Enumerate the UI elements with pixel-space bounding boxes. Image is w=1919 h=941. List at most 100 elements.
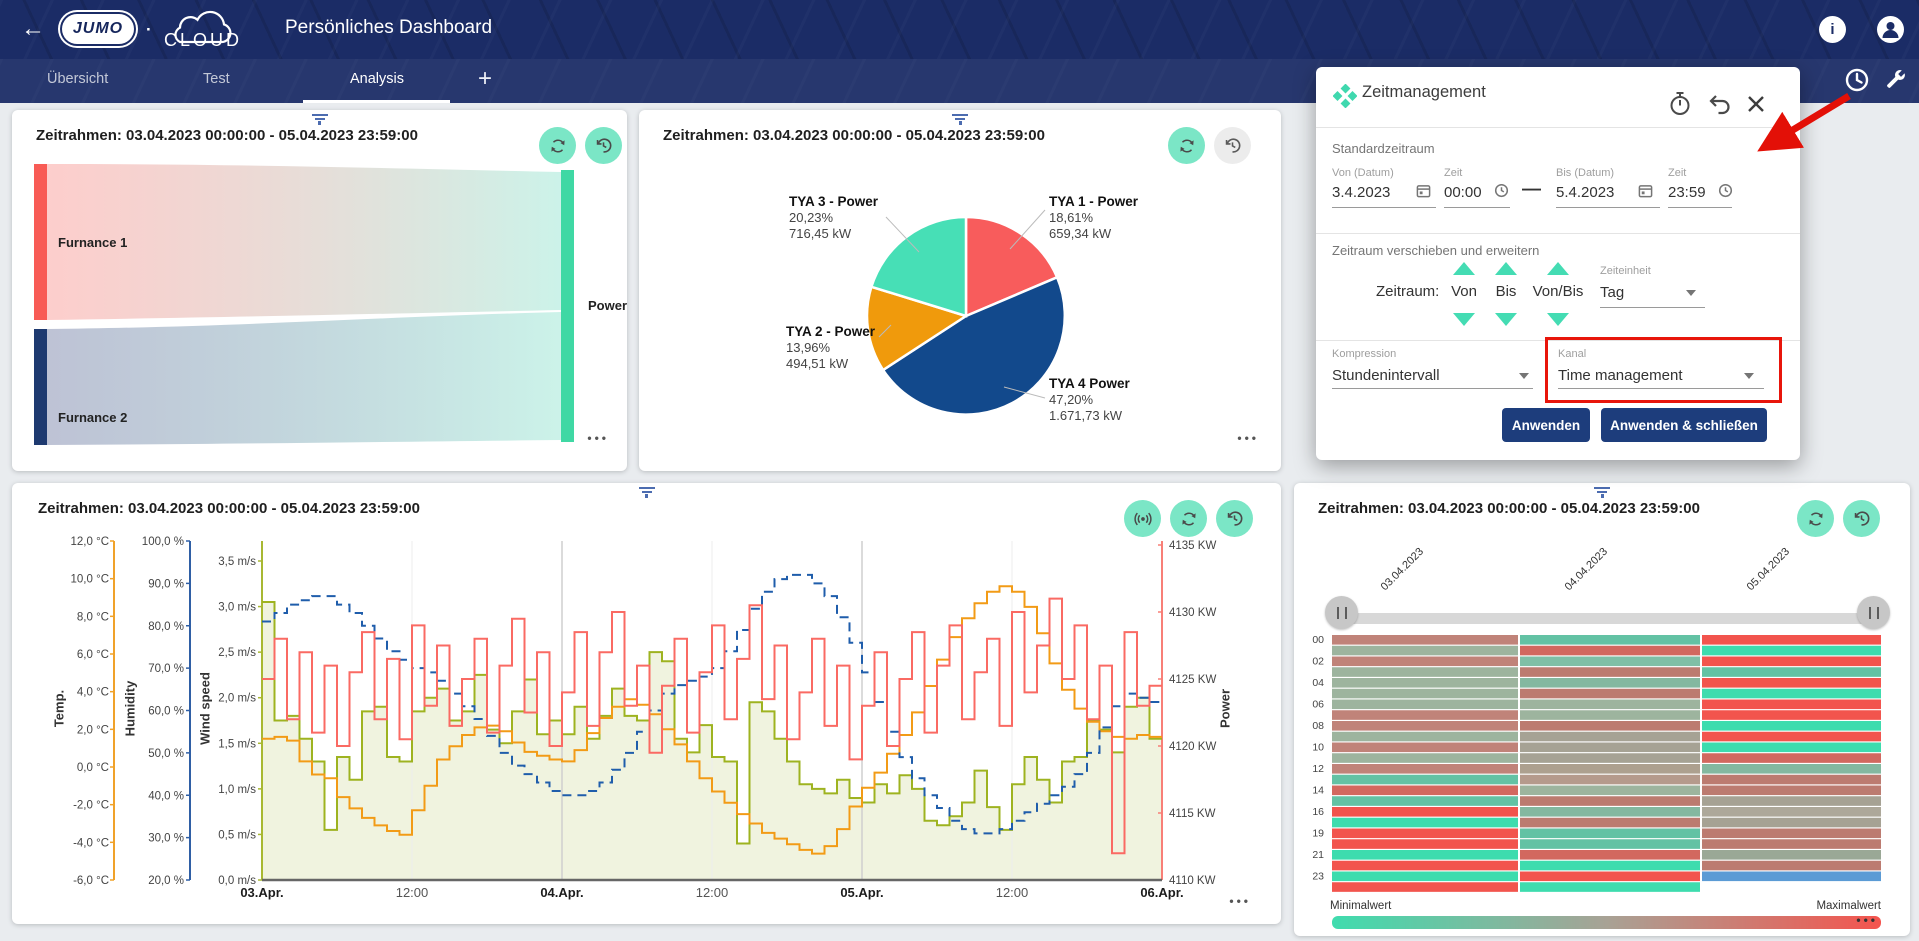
pie-slice-label: TYA 4 Power 47,20% 1.671,73 kW — [1049, 376, 1130, 424]
live-icon — [1133, 512, 1152, 525]
heatmap-cell — [1702, 742, 1881, 753]
filter-icon[interactable] — [1593, 487, 1611, 499]
bis-time-field[interactable]: 23:59 — [1668, 184, 1706, 201]
kanal-select[interactable]: Time management — [1558, 367, 1683, 384]
heatmap-cell — [1702, 860, 1881, 871]
close-icon[interactable] — [1742, 90, 1770, 118]
heatmap-cell — [1332, 882, 1518, 892]
svg-text:03.Apr.: 03.Apr. — [240, 885, 283, 900]
svg-text:12:00: 12:00 — [996, 885, 1029, 900]
undo-icon[interactable] — [1706, 90, 1734, 118]
input-underline — [1558, 388, 1764, 389]
account-icon[interactable] — [1877, 16, 1904, 43]
section-zeitraum-verschieben: Zeitraum verschieben und erweitern — [1332, 243, 1540, 258]
svg-text:2,0 °C: 2,0 °C — [77, 724, 109, 736]
von-time-field[interactable]: 00:00 — [1444, 184, 1482, 201]
svg-text:4110 KW: 4110 KW — [1169, 875, 1216, 887]
back-button[interactable]: ← — [21, 15, 45, 42]
refresh-button[interactable] — [1170, 500, 1207, 537]
panel-menu-dots[interactable]: ••• — [1856, 913, 1878, 927]
bis-date-label: Bis (Datum) — [1556, 167, 1615, 179]
refresh-button[interactable] — [1797, 500, 1834, 537]
heatmap-cell — [1332, 731, 1518, 742]
filter-icon[interactable] — [951, 114, 969, 126]
heatmap-cell — [1332, 828, 1518, 839]
history-button[interactable] — [1214, 127, 1251, 164]
heatmap-cell — [1332, 807, 1518, 817]
timeframe-title: Zeitrahmen: 03.04.2023 00:00:00 - 05.04.… — [38, 500, 420, 517]
filter-icon[interactable] — [638, 487, 656, 499]
bis-time-label: Zeit — [1668, 167, 1687, 179]
apply-button[interactable]: Anwenden — [1502, 408, 1590, 442]
shift-von-down-button[interactable] — [1453, 313, 1475, 326]
svg-text:19: 19 — [1312, 828, 1324, 840]
slice-value: 1.671,73 kW — [1049, 408, 1122, 423]
shift-bis-up-button[interactable] — [1495, 262, 1517, 275]
divider — [1316, 340, 1800, 341]
input-underline — [1332, 388, 1533, 389]
bis-date-field[interactable]: 5.4.2023 — [1556, 184, 1615, 201]
sankey-chart — [34, 164, 574, 445]
heatmap-cell — [1520, 796, 1700, 806]
refresh-button[interactable] — [1168, 127, 1205, 164]
pie-slice-label: TYA 2 - Power 13,96% 494,51 kW — [786, 324, 875, 372]
input-underline — [1556, 207, 1660, 208]
heatmap-cell — [1520, 742, 1700, 753]
apply-and-close-button[interactable]: Anwenden & schließen — [1601, 408, 1767, 442]
history-icon — [1227, 511, 1243, 526]
filter-icon[interactable] — [311, 114, 329, 126]
tab-uebersicht[interactable]: Übersicht — [47, 71, 109, 87]
refresh-icon — [1808, 511, 1823, 526]
wrench-icon[interactable] — [1881, 66, 1909, 94]
info-icon[interactable]: i — [1819, 16, 1846, 43]
add-tab-button[interactable]: + — [478, 65, 493, 92]
zeiteinheit-select[interactable]: Tag — [1600, 284, 1625, 301]
calendar-icon[interactable] — [1416, 183, 1431, 198]
tab-analysis[interactable]: Analysis — [350, 71, 404, 87]
clock-icon[interactable] — [1494, 183, 1509, 198]
history-button[interactable] — [1216, 500, 1253, 537]
history-button[interactable] — [1843, 500, 1880, 537]
chevron-down-icon[interactable] — [1744, 373, 1754, 379]
heatmap-cell — [1332, 667, 1518, 677]
timeframe-title: Zeitrahmen: 03.04.2023 00:00:00 - 05.04.… — [36, 127, 418, 144]
shift-vonbis-down-button[interactable] — [1547, 313, 1569, 326]
refresh-button[interactable] — [539, 127, 576, 164]
history-button[interactable] — [585, 127, 622, 164]
panel-menu-dots[interactable]: ••• — [1237, 431, 1259, 445]
clock-icon[interactable] — [1718, 183, 1733, 198]
heatmap-cell — [1332, 774, 1518, 785]
kompression-select[interactable]: Stundenintervall — [1332, 367, 1440, 384]
range-slider-track[interactable] — [1330, 613, 1886, 624]
chevron-down-icon[interactable] — [1686, 290, 1696, 296]
page-title: Persönliches Dashboard — [285, 17, 493, 38]
shift-von-up-button[interactable] — [1453, 262, 1475, 275]
stopwatch-icon[interactable] — [1666, 90, 1694, 118]
svg-text:4115 KW: 4115 KW — [1169, 808, 1216, 820]
range-slider-handle-right[interactable] — [1857, 596, 1890, 629]
shift-col-von: Von — [1451, 283, 1477, 300]
live-button[interactable] — [1124, 500, 1161, 537]
cloud-logo: CLOUD — [158, 8, 244, 54]
sankey-node-label: Power — [588, 298, 628, 313]
history-icon — [596, 138, 612, 153]
time-management-icon[interactable] — [1843, 66, 1871, 94]
dialog-title: Zeitmanagement — [1362, 83, 1486, 101]
calendar-icon[interactable] — [1638, 183, 1653, 198]
chevron-down-icon[interactable] — [1519, 373, 1529, 379]
panel-menu-dots[interactable]: ••• — [1229, 894, 1251, 908]
von-date-field[interactable]: 3.4.2023 — [1332, 184, 1391, 201]
slice-title: TYA 1 - Power — [1049, 194, 1139, 209]
tab-test[interactable]: Test — [203, 71, 230, 87]
panel-menu-dots[interactable]: ••• — [587, 431, 609, 445]
von-time-label: Zeit — [1444, 167, 1463, 179]
heatmap-cell — [1332, 796, 1518, 806]
range-slider-handle-left[interactable] — [1325, 596, 1358, 629]
shift-bis-down-button[interactable] — [1495, 313, 1517, 326]
navbar: ← JUMO · CLOUD Persönliches Dashboard i — [0, 0, 1919, 59]
svg-text:40,0 %: 40,0 % — [148, 790, 184, 802]
svg-text:12:00: 12:00 — [696, 885, 729, 900]
shift-vonbis-up-button[interactable] — [1547, 262, 1569, 275]
svg-text:100,0 %: 100,0 % — [142, 536, 184, 548]
heatmap-cell — [1520, 688, 1700, 699]
